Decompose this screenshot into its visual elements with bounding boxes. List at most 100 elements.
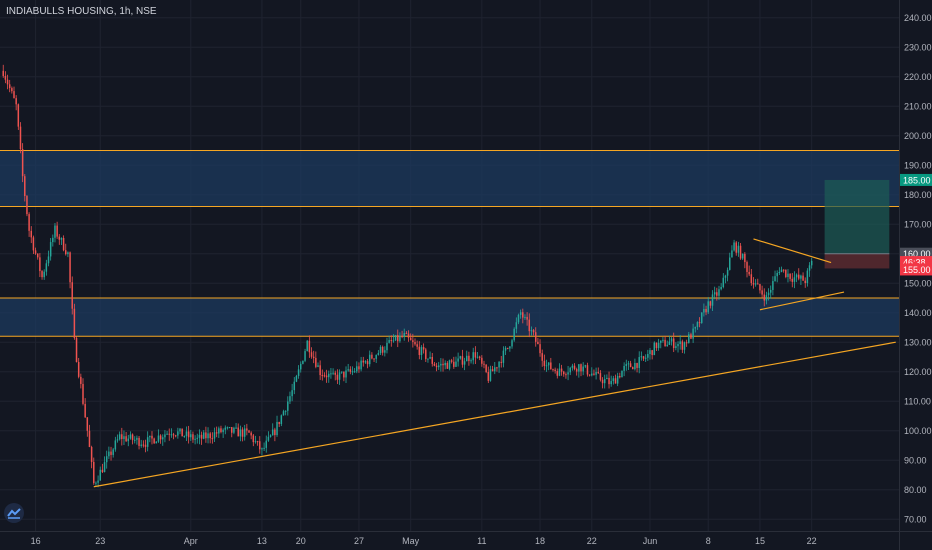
- y-tick-label: 170.00: [904, 220, 932, 230]
- candle-body: [116, 439, 119, 441]
- candle-body: [200, 434, 203, 439]
- candle-body: [453, 361, 455, 367]
- candle-body: [465, 355, 468, 362]
- candle-body: [233, 427, 235, 433]
- candle-body: [159, 435, 162, 440]
- stop-zone[interactable]: [824, 253, 890, 269]
- tradingview-logo-icon[interactable]: [4, 503, 24, 523]
- candle-body: [403, 333, 405, 337]
- candle-body: [101, 469, 104, 473]
- candle-body: [28, 214, 30, 231]
- candle-body: [209, 433, 211, 439]
- trendline[interactable]: [759, 291, 845, 311]
- candle-body: [252, 435, 255, 443]
- candle-body: [593, 373, 595, 375]
- candle-body: [224, 427, 227, 430]
- candle-body: [321, 375, 324, 377]
- candle-body: [485, 364, 487, 373]
- candle-body: [34, 250, 37, 254]
- candle-body: [729, 257, 731, 270]
- candle-body: [366, 361, 369, 365]
- candle-body: [336, 374, 339, 380]
- candle-body: [653, 342, 656, 356]
- candle-body: [580, 364, 582, 372]
- candle-body: [782, 269, 785, 271]
- candle-body: [397, 335, 399, 342]
- trendline[interactable]: [753, 238, 832, 264]
- candle-body: [517, 314, 520, 323]
- candle-body: [603, 379, 606, 384]
- candle-body: [668, 341, 671, 345]
- candle-body: [711, 294, 714, 306]
- entry-price-tag: 160.00: [903, 249, 931, 259]
- candle-body: [748, 271, 750, 275]
- candle-body: [228, 427, 231, 429]
- candle-body: [198, 434, 201, 438]
- candle-body: [425, 349, 427, 360]
- candle-body: [164, 434, 166, 438]
- countdown-tag: 46:38: [903, 258, 926, 268]
- x-tick-label: Apr: [184, 536, 198, 546]
- candle-body: [606, 377, 608, 380]
- candle-body: [735, 242, 737, 253]
- candle-body: [287, 401, 289, 411]
- candle-body: [414, 342, 416, 345]
- candle-body: [162, 437, 164, 440]
- candle-body: [110, 451, 112, 455]
- candle-body: [271, 429, 274, 436]
- target-price-tag-bg: [900, 173, 932, 186]
- candle-body: [746, 262, 748, 272]
- candle-body: [237, 427, 239, 437]
- candle-body: [52, 237, 54, 243]
- candle-body: [11, 88, 13, 92]
- candle-body: [718, 289, 720, 296]
- candle-body: [202, 432, 205, 439]
- candle-body: [703, 308, 705, 313]
- candle-body: [647, 354, 649, 358]
- candle-body: [459, 356, 462, 359]
- candle-body: [506, 347, 509, 349]
- candle-body: [511, 340, 513, 347]
- candle-body: [731, 250, 733, 258]
- candle-body: [627, 363, 630, 365]
- candle-body: [767, 292, 770, 296]
- candle-body: [254, 441, 257, 443]
- candle-body: [315, 357, 317, 367]
- x-tick-label: 18: [535, 536, 545, 546]
- candle-body: [168, 433, 170, 435]
- candle-body: [319, 365, 321, 376]
- candle-body: [67, 252, 69, 255]
- x-tick-label: 23: [95, 536, 105, 546]
- candle-body: [95, 482, 97, 484]
- candle-body: [601, 379, 604, 384]
- candle-body: [151, 435, 153, 439]
- y-tick-label: 90.00: [904, 456, 927, 466]
- candle-body: [690, 334, 692, 339]
- candle-body: [709, 301, 712, 306]
- candle-body: [588, 374, 591, 376]
- candle-body: [431, 357, 434, 364]
- trendline[interactable]: [93, 341, 896, 488]
- y-tick-label: 240.00: [904, 13, 932, 23]
- candle-body: [435, 365, 438, 368]
- candle-body: [358, 366, 360, 370]
- supply-demand-zone[interactable]: [0, 150, 899, 207]
- candle-body: [356, 366, 358, 372]
- candle-body: [573, 365, 576, 370]
- target-zone[interactable]: [824, 179, 890, 254]
- supply-demand-zone[interactable]: [0, 297, 899, 337]
- candle-body: [282, 411, 285, 416]
- candle-body: [705, 308, 707, 313]
- candle-body: [21, 149, 24, 177]
- candle-body: [478, 356, 481, 358]
- candle-body: [496, 367, 498, 369]
- candle-body: [567, 372, 569, 375]
- candle-body: [399, 335, 401, 342]
- candle-body: [565, 374, 567, 376]
- candle-body: [19, 126, 22, 150]
- candle-body: [481, 357, 483, 364]
- candle-body: [696, 322, 699, 327]
- candle-body: [177, 431, 179, 436]
- candle-body: [597, 371, 600, 374]
